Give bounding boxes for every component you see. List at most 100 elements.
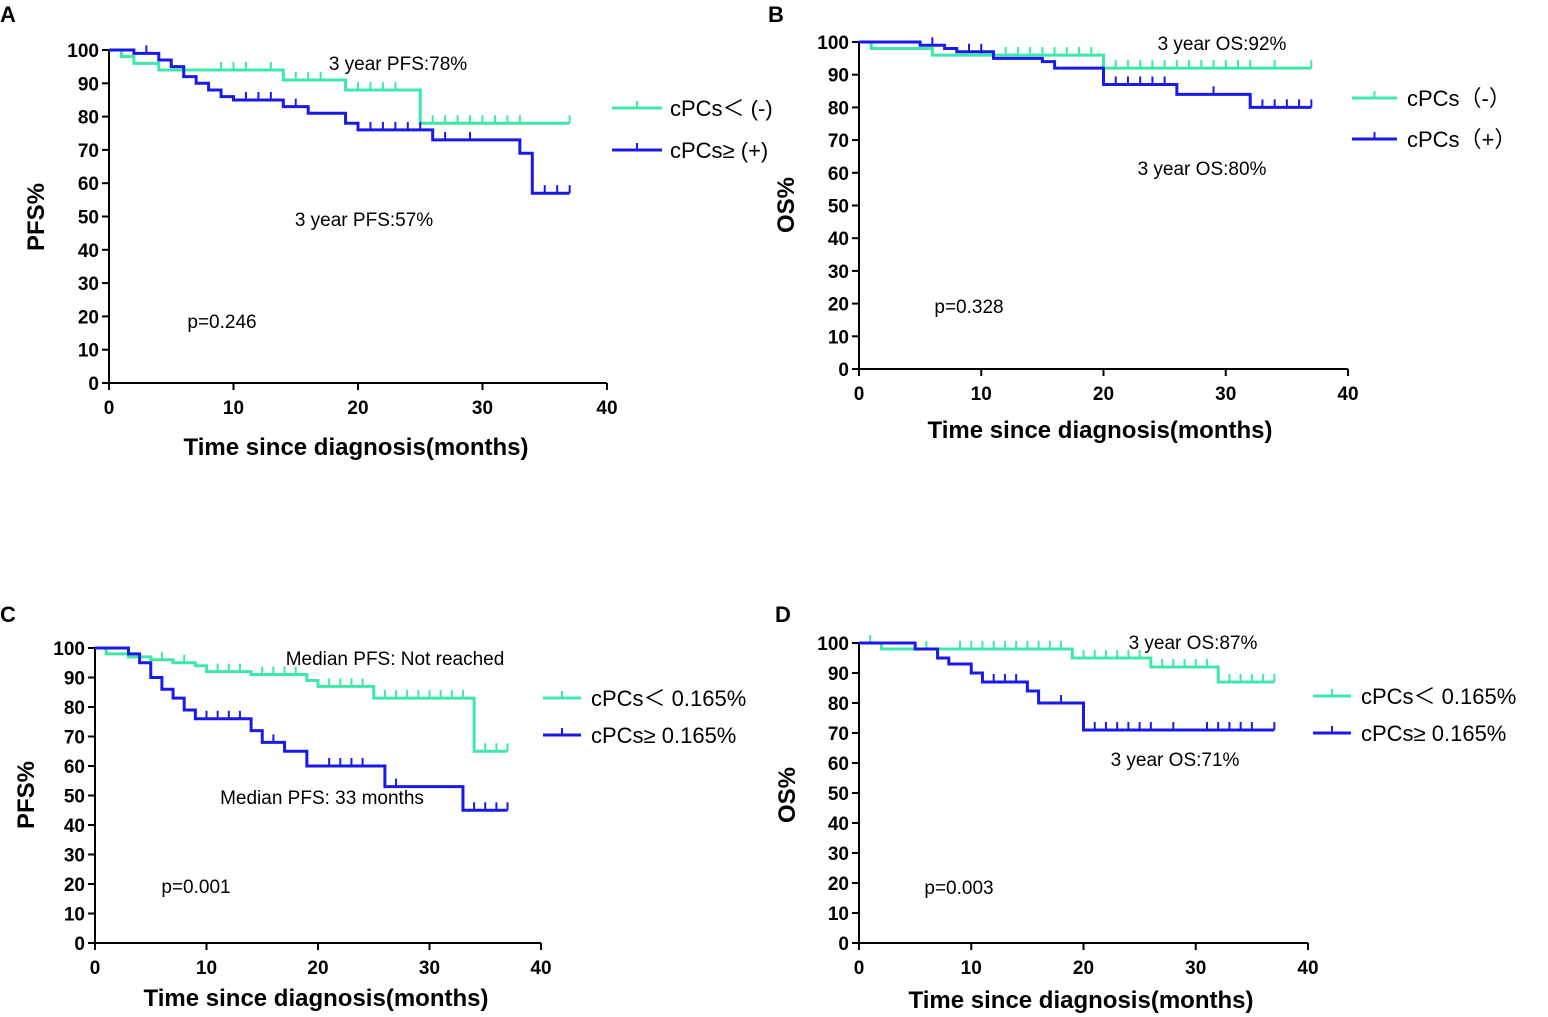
km-curve-2	[109, 48, 570, 195]
y-tick-label: 20	[78, 307, 99, 328]
annotation: p=0.246	[187, 312, 256, 333]
y-tick-label: 50	[828, 784, 849, 805]
y-tick-label: 10	[828, 327, 849, 348]
y-tick-label: 80	[828, 694, 849, 715]
y-tick-label: 0	[838, 360, 849, 381]
x-tick-label: 0	[90, 958, 101, 979]
x-tick-label: 30	[419, 958, 440, 979]
x-tick-label: 0	[854, 384, 865, 405]
x-tick-label: 20	[347, 398, 368, 419]
y-tick-label: 60	[78, 174, 99, 195]
y-tick-label: 0	[88, 374, 99, 395]
x-tick-label: 40	[1297, 958, 1318, 979]
y-axis-title: OS%	[773, 177, 800, 233]
y-axis-title: PFS%	[23, 183, 50, 251]
y-tick-label: 80	[78, 108, 99, 129]
legend-label: cPCs＜ 0.165%	[1361, 684, 1516, 709]
y-tick-label: 70	[828, 131, 849, 152]
y-tick-label: 40	[64, 816, 85, 837]
x-tick-label: 30	[472, 398, 493, 419]
y-tick-label: 30	[78, 274, 99, 295]
x-tick-label: 20	[1093, 384, 1114, 405]
y-tick-label: 50	[78, 208, 99, 229]
y-tick-label: 0	[74, 934, 85, 955]
y-tick-label: 80	[64, 698, 85, 719]
y-tick-label: 90	[828, 664, 849, 685]
x-axis-title: Time since diagnosis(months)	[144, 985, 489, 1012]
y-tick-label: 70	[64, 728, 85, 749]
km-curve-1	[859, 641, 1275, 684]
x-tick-label: 40	[530, 958, 551, 979]
x-tick-label: 10	[971, 384, 992, 405]
y-axis-title: PFS%	[13, 761, 40, 829]
annotation: 3 year OS:92%	[1158, 34, 1287, 55]
annotation: p=0.328	[934, 297, 1003, 318]
x-tick-label: 40	[596, 398, 617, 419]
km-curve-2	[95, 646, 508, 812]
y-tick-label: 60	[828, 164, 849, 185]
panel-label: D	[775, 602, 791, 627]
y-tick-label: 30	[828, 844, 849, 865]
panel-C: C 0 10 20 30 40 50 60 70 80 90 100 0 10 20 30 40 Time sin…	[0, 602, 746, 1012]
y-tick-label: 70	[828, 724, 849, 745]
x-tick-label: 30	[1215, 384, 1236, 405]
annotation: 3 year OS:80%	[1138, 159, 1267, 180]
legend-label: cPCs＜ 0.165%	[591, 686, 746, 711]
x-axis-title: Time since diagnosis(months)	[909, 987, 1254, 1014]
legend-label: cPCs≥ 0.165%	[1361, 721, 1506, 746]
y-tick-label: 20	[828, 295, 849, 316]
y-tick-label: 80	[828, 98, 849, 119]
km-curve-2	[859, 641, 1275, 732]
x-tick-label: 20	[307, 958, 328, 979]
y-tick-label: 100	[817, 33, 849, 54]
y-tick-label: 10	[828, 904, 849, 925]
panel-label: B	[768, 2, 784, 27]
y-tick-label: 60	[64, 757, 85, 778]
annotation: p=0.001	[161, 877, 230, 898]
y-tick-label: 60	[828, 754, 849, 775]
annotation: 3 year PFS:78%	[329, 54, 467, 75]
x-axis-title: Time since diagnosis(months)	[928, 417, 1273, 444]
panel-label: A	[0, 2, 16, 27]
panel-A: A 0 10 20 30 40 50 60 70 80 90 100 0 10 20 30 40 Time sin…	[0, 2, 773, 461]
x-tick-label: 0	[854, 958, 865, 979]
annotation: p=0.003	[924, 878, 993, 899]
annotation: Median PFS: Not reached	[286, 649, 505, 670]
y-tick-label: 30	[64, 846, 85, 867]
y-tick-label: 50	[64, 787, 85, 808]
legend-label: cPCs（+）	[1407, 127, 1516, 152]
y-tick-label: 100	[53, 639, 85, 660]
annotation: 3 year PFS:57%	[295, 210, 433, 231]
x-tick-label: 20	[1073, 958, 1094, 979]
y-tick-label: 100	[817, 634, 849, 655]
x-tick-label: 10	[196, 958, 217, 979]
y-tick-label: 90	[78, 74, 99, 95]
y-tick-label: 10	[78, 341, 99, 362]
y-tick-label: 90	[828, 66, 849, 87]
y-tick-label: 40	[78, 241, 99, 262]
legend-label: cPCs≥ (+)	[670, 138, 768, 163]
y-tick-label: 0	[838, 934, 849, 955]
y-tick-label: 90	[64, 669, 85, 690]
legend-label: cPCs（-）	[1407, 86, 1511, 111]
x-tick-label: 0	[104, 398, 115, 419]
y-tick-label: 40	[828, 229, 849, 250]
y-tick-label: 40	[828, 814, 849, 835]
annotation: Median PFS: 33 months	[220, 788, 424, 809]
x-axis-title: Time since diagnosis(months)	[184, 434, 529, 461]
legend-label: cPCs＜ (-)	[670, 96, 773, 121]
annotation: 3 year OS:87%	[1129, 633, 1258, 654]
x-tick-label: 10	[961, 958, 982, 979]
y-tick-label: 70	[78, 141, 99, 162]
y-tick-label: 10	[64, 905, 85, 926]
km-curve-2	[859, 40, 1312, 109]
panel-B: B 0 10 20 30 40 50 60 70 80 90 100 0 10 20 30 40 Time sin…	[768, 2, 1516, 444]
y-tick-label: 50	[828, 197, 849, 218]
panel-D: D 0 10 20 30 40 50 60 70 80 90 100 0 10 20 30 40 Time sin…	[774, 602, 1516, 1014]
km-curve-1	[95, 646, 508, 753]
annotation: 3 year OS:71%	[1111, 750, 1240, 771]
y-tick-label: 100	[67, 41, 99, 62]
x-tick-label: 40	[1337, 384, 1358, 405]
legend-label: cPCs≥ 0.165%	[591, 723, 736, 748]
y-tick-label: 20	[64, 875, 85, 896]
